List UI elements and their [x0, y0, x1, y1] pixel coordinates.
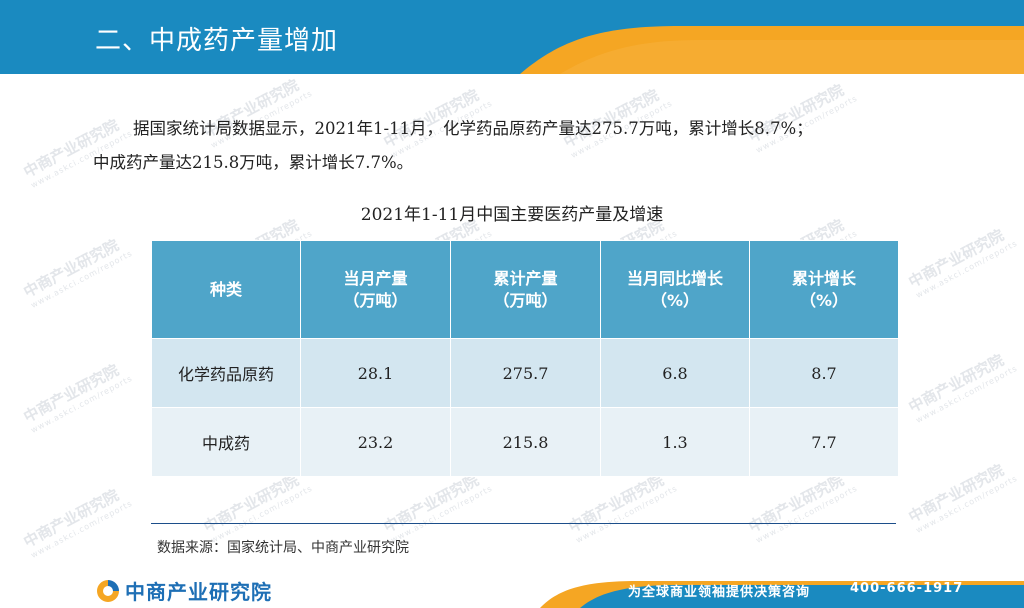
footer-phone: 400-666-1917 [850, 581, 964, 596]
table-cell: 8.7 [749, 338, 899, 408]
column-header-monthly-yoy-growth: 当月同比增长 （%） [600, 240, 750, 339]
table-cell: 28.1 [300, 338, 451, 408]
footer-background [540, 581, 1024, 608]
footer-bar [0, 577, 1024, 608]
paragraph-line: 据国家统计局数据显示，2021年1-11月，化学药品原药产量达275.7万吨，累… [133, 119, 813, 138]
column-header-cumulative-output: 累计产量 （万吨） [450, 240, 601, 339]
data-source: 数据来源：国家统计局、中商产业研究院 [157, 540, 409, 556]
header-band: 二、中成药产量增加 [0, 0, 1024, 74]
table-cell: 215.8 [450, 407, 601, 477]
table-cell: 7.7 [749, 407, 899, 477]
logo-text: 中商产业研究院 [125, 580, 272, 604]
table-cell: 275.7 [450, 338, 601, 408]
body-paragraph: 据国家统计局数据显示，2021年1-11月，化学药品原药产量达275.7万吨，累… [93, 112, 953, 180]
logo-icon [97, 579, 119, 602]
source-divider [151, 523, 896, 524]
table-cell: 1.3 [600, 407, 750, 477]
table-cell: 23.2 [300, 407, 451, 477]
column-header-category: 种类 [151, 240, 301, 339]
table-row: 化学药品原药 28.1 275.7 6.8 8.7 [151, 338, 899, 408]
paragraph-line: 中成药产量达215.8万吨，累计增长7.7%。 [93, 153, 414, 172]
table-cell: 6.8 [600, 338, 750, 408]
table-header-row: 种类 当月产量 （万吨） 累计产量 （万吨） 当月同比增长 （%） 累计增长 （%） [151, 240, 899, 339]
company-logo: 中商产业研究院 [95, 576, 272, 605]
table-cell-category: 化学药品原药 [151, 338, 301, 408]
column-header-cumulative-growth: 累计增长 （%） [749, 240, 899, 339]
table-cell-category: 中成药 [151, 407, 301, 477]
footer-slogan: 为全球商业领袖提供决策咨询 [628, 585, 811, 600]
table-caption: 2021年1-11月中国主要医药产量及增速 [360, 205, 664, 225]
header-background [0, 0, 1024, 74]
production-table: 种类 当月产量 （万吨） 累计产量 （万吨） 当月同比增长 （%） 累计增长 （%） 化… [151, 240, 899, 477]
page-title: 二、中成药产量增加 [95, 26, 339, 56]
column-header-monthly-output: 当月产量 （万吨） [300, 240, 451, 339]
table-row: 中成药 23.2 215.8 1.3 7.7 [151, 407, 899, 477]
